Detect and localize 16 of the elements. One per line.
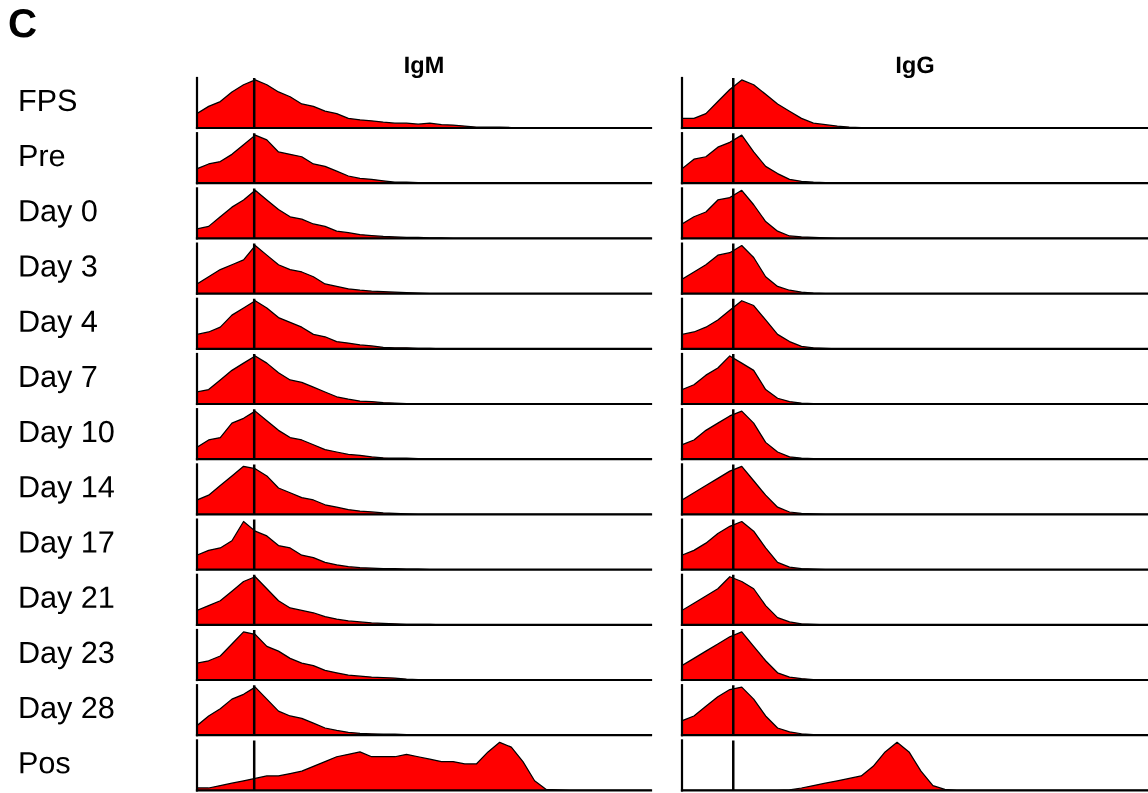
y-axis-title: Day 14 — [20, 476, 114, 504]
y-axis-title: Day 3 — [20, 255, 97, 283]
y-axis-title: Day 4 — [20, 310, 97, 339]
y-axis-title: Day 7 — [20, 365, 97, 394]
y-axis-title: Day 10 — [20, 420, 114, 449]
y-axis-title: Pos — [20, 752, 70, 774]
y-axis-title: Day 0 — [20, 199, 97, 228]
y-axis-title: Day 23 — [20, 641, 114, 670]
text: C — [9, 9, 36, 38]
y-axis-title: Day 17 — [20, 531, 114, 559]
chart-title: IgG — [896, 56, 934, 78]
y-axis-title: FPS — [20, 89, 77, 112]
chart-title: IgM — [405, 56, 443, 78]
y-axis-title: Pre — [20, 145, 65, 167]
y-axis-title: Day 21 — [20, 586, 114, 615]
y-axis-title: Day 28 — [20, 696, 114, 725]
